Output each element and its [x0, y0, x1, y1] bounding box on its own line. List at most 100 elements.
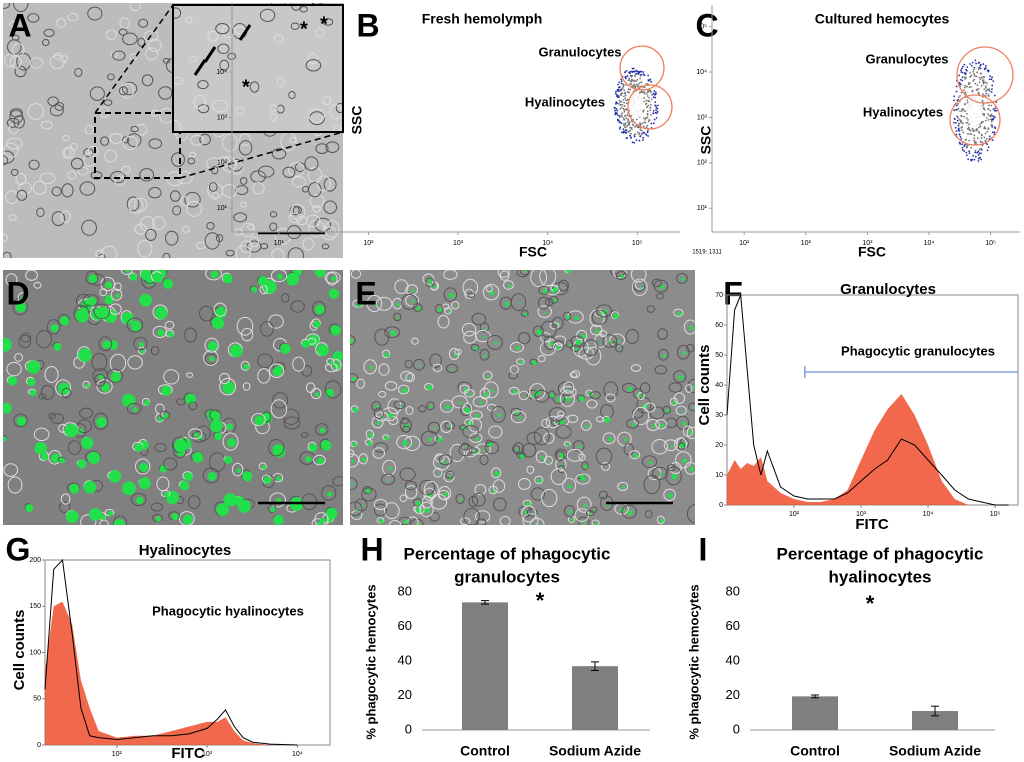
fluorescent-bead	[668, 493, 674, 499]
event-dot	[991, 131, 994, 134]
event-dot	[653, 90, 656, 92]
event-dot	[976, 88, 978, 91]
event-dot	[956, 108, 959, 111]
fluorescent-bead	[207, 341, 218, 352]
fluorescent-bead	[494, 341, 498, 346]
fluorescent-bead	[3, 402, 12, 414]
fluorescent-bead	[152, 272, 163, 283]
cell	[499, 296, 512, 310]
arrow	[193, 59, 207, 76]
fluorescent-bead	[350, 338, 354, 344]
fluorescent-bead	[583, 464, 588, 469]
event-dot	[960, 138, 963, 140]
event-dot	[991, 76, 993, 79]
cell	[585, 346, 602, 366]
cell	[383, 502, 400, 520]
event-dot	[971, 90, 974, 93]
chart-title: granulocytes	[454, 567, 560, 586]
event-dot	[964, 91, 967, 94]
cell	[154, 443, 167, 453]
cell	[143, 30, 159, 42]
fluorescent-bead	[144, 399, 150, 406]
cell	[152, 325, 168, 338]
cell	[235, 185, 249, 196]
fluorescent-bead	[519, 360, 524, 365]
cell	[384, 381, 398, 391]
event-dot	[973, 119, 976, 122]
cell	[221, 133, 238, 152]
cell	[58, 501, 71, 513]
fluorescent-bead	[583, 504, 587, 508]
cell	[270, 270, 288, 283]
cell	[615, 344, 624, 353]
event-dot	[625, 99, 628, 102]
event-dot	[640, 108, 643, 111]
fluorescent-bead	[627, 386, 633, 392]
fluorescent-bead	[489, 290, 495, 296]
fluorescent-bead	[100, 514, 106, 520]
cell	[268, 439, 285, 457]
cell	[492, 479, 506, 493]
fluorescent-bead	[384, 436, 389, 441]
cell	[675, 451, 692, 469]
cell	[87, 145, 99, 158]
cell	[114, 175, 126, 186]
x-tick-label: 10³	[856, 511, 867, 518]
cell	[555, 450, 565, 462]
cell	[585, 389, 593, 397]
cell	[199, 305, 214, 322]
fluorescent-bead	[26, 360, 41, 374]
cell	[270, 399, 288, 419]
event-dot	[636, 91, 639, 94]
event-dot	[655, 112, 658, 115]
cell	[589, 324, 603, 336]
event-dot	[988, 78, 991, 81]
cell	[67, 440, 82, 455]
event-dot	[976, 116, 979, 118]
event-dot	[624, 94, 627, 97]
fluorescent-bead	[209, 356, 215, 362]
cell	[586, 399, 598, 409]
cell	[301, 493, 318, 511]
bar	[912, 711, 958, 730]
y-tick-label: 40	[398, 652, 412, 667]
fluorescent-bead	[566, 443, 570, 447]
cell	[122, 135, 138, 151]
fluorescent-bead	[428, 437, 433, 442]
cell	[269, 222, 278, 232]
event-dot	[978, 61, 981, 64]
fluorescent-bead	[445, 404, 451, 410]
cell	[420, 430, 438, 447]
fluorescent-bead	[362, 457, 367, 462]
cell	[384, 326, 401, 339]
cell	[171, 152, 185, 167]
bar	[792, 696, 838, 730]
fluorescent-bead	[3, 337, 12, 352]
cell	[10, 168, 19, 177]
event-dot	[978, 66, 981, 69]
cell	[159, 410, 171, 420]
cell	[549, 321, 560, 330]
cell	[292, 356, 305, 372]
fluorescent-bead	[475, 413, 480, 418]
cell	[512, 444, 521, 454]
event-dot	[974, 140, 976, 143]
event-dot	[626, 75, 629, 78]
fluorescent-bead	[692, 406, 695, 410]
event-dot	[983, 108, 986, 111]
cell	[215, 23, 230, 35]
cell	[288, 91, 296, 100]
fluorescent-bead	[351, 377, 356, 381]
fluorescent-bead	[484, 327, 487, 330]
event-dot	[981, 99, 984, 102]
fluorescent-bead	[419, 364, 421, 367]
zoom-line	[179, 131, 344, 179]
fluorescent-bead	[566, 315, 570, 320]
cell	[595, 416, 605, 423]
cell	[40, 120, 53, 130]
fluorescent-bead	[523, 312, 528, 316]
cell	[446, 363, 459, 374]
event-dot	[634, 74, 637, 76]
cell	[656, 515, 665, 525]
cell	[570, 344, 581, 352]
